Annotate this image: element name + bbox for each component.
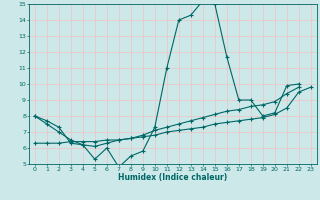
- X-axis label: Humidex (Indice chaleur): Humidex (Indice chaleur): [118, 173, 228, 182]
